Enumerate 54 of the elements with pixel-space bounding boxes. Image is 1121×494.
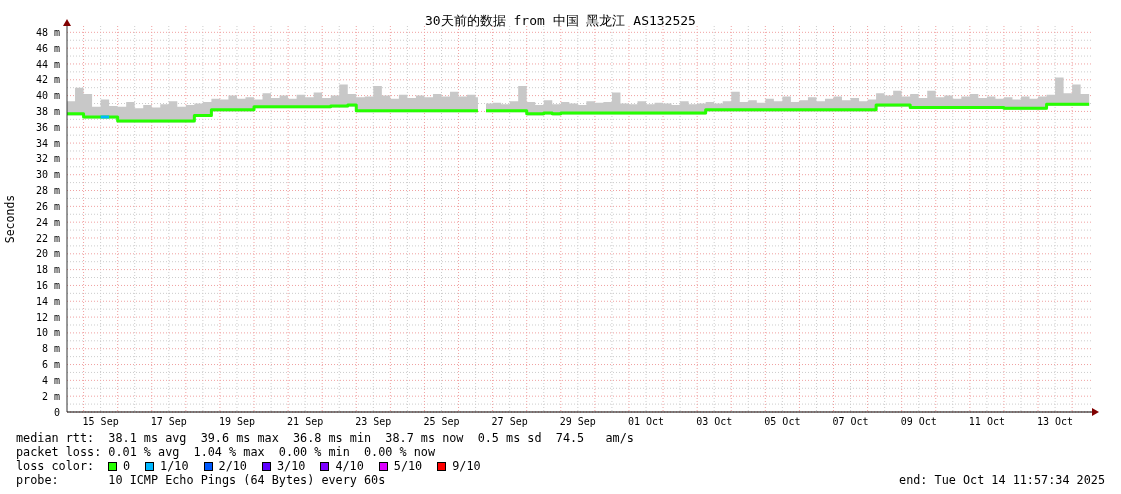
x-tick-label: 03 Oct (696, 416, 733, 428)
legend-label: 1/10 (160, 459, 189, 473)
y-tick-label: 8 m (41, 343, 60, 355)
x-tick-label: 27 Sep (491, 416, 528, 428)
x-tick-label: 11 Oct (968, 416, 1005, 428)
y-tick-label: 2 m (41, 390, 60, 402)
legend-label: 4/10 (335, 459, 364, 473)
y-tick-label: 36 m (35, 121, 60, 133)
x-tick-label: 09 Oct (900, 416, 937, 428)
text: end: Tue Oct 14 11:57:34 2025 (899, 473, 1105, 487)
y-tick-label: 40 m (35, 90, 60, 102)
y-tick-label: 6 m (41, 359, 60, 371)
legend-label: 5/10 (393, 459, 423, 473)
y-tick-label: 18 m (35, 264, 60, 276)
legend-label: 0 (123, 459, 131, 473)
x-tick-label: 23 Sep (355, 416, 392, 428)
y-tick-label: 26 m (35, 200, 60, 212)
x-tick-label: 05 Oct (764, 416, 801, 428)
x-tick-label: 01 Oct (627, 416, 665, 428)
x-tick-label: 17 Sep (150, 416, 187, 428)
y-tick-label: 30 m (35, 169, 60, 181)
y-tick-label: 22 m (35, 232, 60, 244)
y-tick-label: 44 m (35, 58, 60, 70)
y-axis-title: Seconds (3, 194, 17, 244)
y-tick-label: 20 m (35, 248, 60, 260)
y-tick-label: 48 m (35, 26, 60, 38)
text: median rtt: 38.1 ms avg 39.6 ms max 36.8 ms min 38.7 ms now 0.5 ms sd 74.5 am/s (16, 431, 634, 445)
text: probe: 10 ICMP Echo Pings (64 Bytes) every 60s (16, 473, 386, 487)
x-tick-label: 19 Sep (218, 416, 256, 428)
y-tick-label: 16 m (35, 279, 60, 291)
x-tick-label: 29 Sep (559, 416, 596, 428)
y-tick-label: 4 m (41, 374, 60, 386)
y-tick-label: 0 (53, 406, 60, 418)
y-tick-label: 38 m (35, 105, 60, 117)
y-tick-label: 46 m (35, 42, 60, 54)
y-tick-label: 14 m (35, 295, 60, 307)
y-tick-label: 32 m (35, 153, 60, 165)
x-tick-label: 21 Sep (287, 416, 324, 428)
x-tick-label: 07 Oct (832, 416, 869, 428)
legend-label: 2/10 (218, 459, 247, 473)
legend-title: loss color: (16, 459, 96, 473)
x-tick-label: 13 Oct (1037, 416, 1074, 428)
legend-label: 3/10 (276, 459, 306, 473)
chart-title: 30天前的数据 from 中国 黑龙江 AS132525 (425, 13, 696, 28)
text: packet loss: 0.01 % avg 1.04 % max 0.00 % min 0.00 % now (16, 445, 436, 459)
y-tick-label: 10 m (35, 327, 60, 339)
x-tick-label: 15 Sep (82, 416, 119, 428)
y-tick-label: 12 m (35, 311, 60, 323)
y-tick-label: 28 m (35, 185, 60, 197)
x-tick-label: 25 Sep (423, 416, 460, 428)
y-tick-label: 24 m (35, 216, 60, 228)
legend-label: 9/10 (452, 459, 481, 473)
y-tick-label: 34 m (35, 137, 60, 149)
y-tick-label: 42 m (35, 74, 60, 86)
